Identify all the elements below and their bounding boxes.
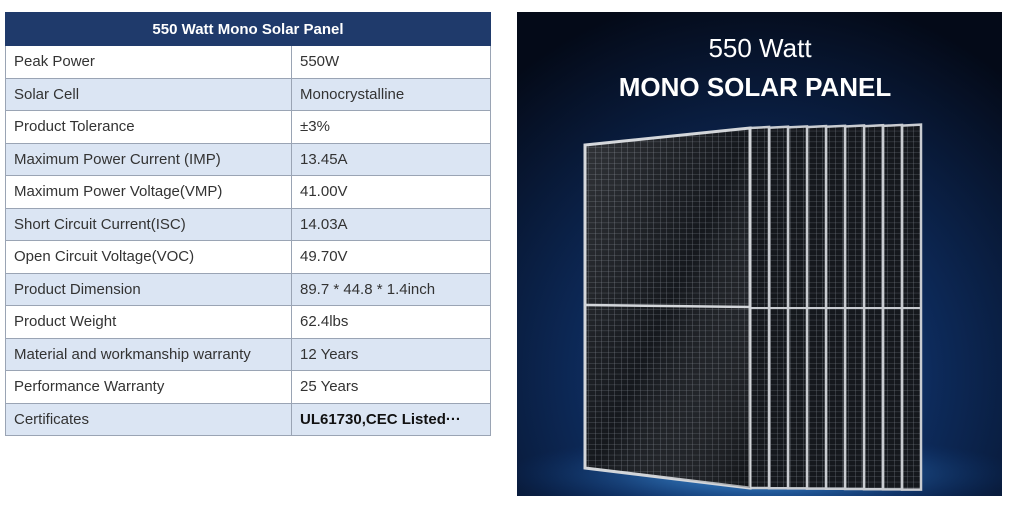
spec-value: 41.00V: [291, 175, 491, 209]
spec-value: 12 Years: [291, 337, 491, 371]
spec-label: Product Weight: [5, 305, 292, 339]
spec-value: 14.03A: [291, 207, 491, 241]
spec-value: UL61730,CEC Listed···: [291, 402, 491, 436]
table-header: 550 Watt Mono Solar Panel: [5, 12, 491, 46]
table-row: Certificates UL61730,CEC Listed···: [5, 402, 491, 436]
spec-label: Performance Warranty: [5, 370, 292, 404]
table-title: 550 Watt Mono Solar Panel: [5, 12, 491, 46]
spec-value: 62.4lbs: [291, 305, 491, 339]
table-row: Maximum Power Current (IMP) 13.45A: [5, 142, 491, 176]
solar-panels: [583, 123, 923, 491]
spec-label: Product Tolerance: [5, 110, 292, 144]
table-row: Product Weight 62.4lbs: [5, 305, 491, 339]
spec-value: 49.70V: [291, 240, 491, 274]
spec-label: Peak Power: [5, 45, 292, 79]
image-title-line1: 550 Watt: [708, 33, 812, 63]
table-row: Product Tolerance ±3%: [5, 110, 491, 144]
spec-value: 550W: [291, 45, 491, 79]
table-row: Short Circuit Current(ISC) 14.03A: [5, 207, 491, 241]
spec-value: Monocrystalline: [291, 77, 491, 111]
spec-label: Material and workmanship warranty: [5, 337, 292, 371]
spec-label: Short Circuit Current(ISC): [5, 207, 292, 241]
table-row: Solar Cell Monocrystalline: [5, 77, 491, 111]
spec-value: 13.45A: [291, 142, 491, 176]
spec-table: 550 Watt Mono Solar Panel Peak Power 550W…: [5, 12, 491, 436]
table-row: Peak Power 550W: [5, 45, 491, 79]
spec-label: Solar Cell: [5, 77, 292, 111]
front-sheen: [585, 128, 750, 488]
product-image: 550 Watt MONO SOLAR PANEL: [517, 12, 1002, 496]
image-title-line2: MONO SOLAR PANEL: [619, 72, 892, 102]
panel-bar: [584, 303, 751, 309]
table-row: Performance Warranty 25 Years: [5, 370, 491, 404]
spec-label: Maximum Power Voltage(VMP): [5, 175, 292, 209]
spec-value: ±3%: [291, 110, 491, 144]
spec-value: 89.7 * 44.8 * 1.4inch: [291, 272, 491, 306]
table-row: Maximum Power Voltage(VMP) 41.00V: [5, 175, 491, 209]
table-row: Open Circuit Voltage(VOC) 49.70V: [5, 240, 491, 274]
table-body: Peak Power 550W Solar Cell Monocrystalline P…: [5, 45, 491, 436]
spec-value: 25 Years: [291, 370, 491, 404]
spec-label: Maximum Power Current (IMP): [5, 142, 292, 176]
spec-label: Open Circuit Voltage(VOC): [5, 240, 292, 274]
table-row: Material and workmanship warranty 12 Year…: [5, 337, 491, 371]
spec-label: Certificates: [5, 402, 292, 436]
table-row: Product Dimension 89.7 * 44.8 * 1.4inch: [5, 272, 491, 306]
spec-label: Product Dimension: [5, 272, 292, 306]
